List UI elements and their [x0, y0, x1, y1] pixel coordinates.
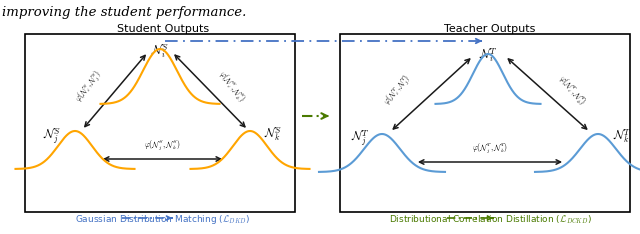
Bar — [340, 34, 630, 212]
Text: $\mathcal{N}_j^T$: $\mathcal{N}_j^T$ — [351, 128, 369, 149]
Text: $\varphi(\mathcal{N}_j^T,\mathcal{N}_k^T)$: $\varphi(\mathcal{N}_j^T,\mathcal{N}_k^T… — [472, 140, 508, 155]
Bar — [25, 34, 295, 212]
Text: improving the student performance.: improving the student performance. — [2, 6, 246, 19]
Text: $\mathcal{N}_k^T$: $\mathcal{N}_k^T$ — [612, 128, 631, 146]
Text: Distributional Correlation Distillation ($\mathcal{L}_{DCKD}$): Distributional Correlation Distillation … — [388, 213, 591, 226]
Text: $\mathcal{N}_j^S$: $\mathcal{N}_j^S$ — [43, 126, 61, 146]
Text: Gaussian Distribution Matching ($\mathcal{L}_{DKD}$): Gaussian Distribution Matching ($\mathca… — [76, 213, 250, 226]
Text: $\varphi(\mathcal{N}_i^S,\mathcal{N}_k^S)$: $\varphi(\mathcal{N}_i^S,\mathcal{N}_k^S… — [216, 67, 248, 105]
Text: Teacher Outputs: Teacher Outputs — [444, 24, 536, 34]
Text: $\varphi(\mathcal{N}_i^S,\mathcal{N}_j^S)$: $\varphi(\mathcal{N}_i^S,\mathcal{N}_j^S… — [72, 67, 104, 105]
Text: $\mathcal{N}_i^T$: $\mathcal{N}_i^T$ — [479, 46, 497, 64]
Text: $\mathcal{N}_i^S$: $\mathcal{N}_i^S$ — [151, 42, 169, 60]
Text: $\varphi(\mathcal{N}_i^T,\mathcal{N}_j^T)$: $\varphi(\mathcal{N}_i^T,\mathcal{N}_j^T… — [380, 72, 414, 108]
Text: $\varphi(\mathcal{N}_j^S,\mathcal{N}_k^S)$: $\varphi(\mathcal{N}_j^S,\mathcal{N}_k^S… — [144, 137, 180, 152]
Text: Student Outputs: Student Outputs — [117, 24, 209, 34]
Text: $\varphi(\mathcal{N}_i^T,\mathcal{N}_k^T)$: $\varphi(\mathcal{N}_i^T,\mathcal{N}_k^T… — [555, 72, 589, 108]
Text: $\mathcal{N}_k^S$: $\mathcal{N}_k^S$ — [264, 126, 282, 144]
